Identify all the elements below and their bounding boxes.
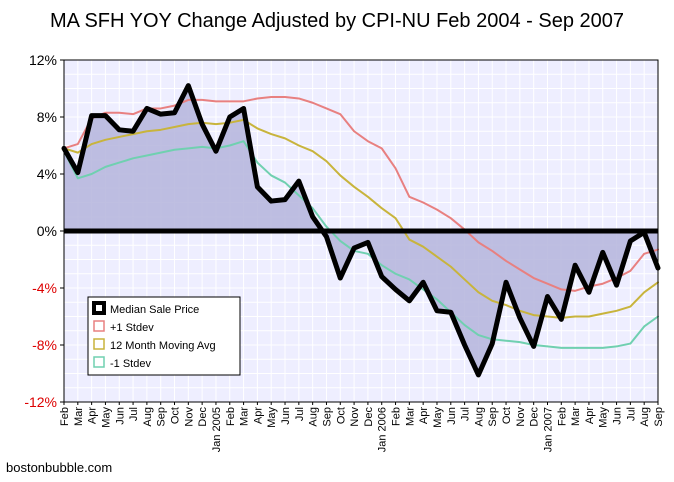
x-tick-label: Dec	[529, 407, 541, 427]
legend-swatch	[93, 338, 105, 350]
x-tick-label: Sep	[653, 407, 665, 427]
x-tick-label: Mar	[73, 407, 85, 426]
x-tick-label: Apr	[252, 407, 264, 424]
x-tick-label: Jan 2005	[211, 407, 223, 452]
y-axis-ticks: 12% 8% 4% 0% -4% -8% -12%	[24, 52, 64, 410]
x-tick-label: Nov	[183, 407, 195, 427]
x-tick-label: May	[266, 407, 278, 428]
x-tick-label: Aug	[639, 407, 651, 427]
y-tick-label: -4%	[32, 280, 57, 296]
x-tick-label: Aug	[473, 407, 485, 427]
legend-label: Median Sale Price	[110, 304, 199, 316]
x-tick-label: Jan 2007	[542, 407, 554, 452]
x-tick-label: Sep	[487, 407, 499, 427]
x-tick-label: Jul	[460, 407, 472, 421]
x-tick-label: Mar	[239, 407, 251, 426]
legend-swatch	[92, 301, 106, 315]
x-tick-label: Sep	[321, 407, 333, 427]
x-axis-ticks: Feb Mar Apr May Jun Jul Aug Sep Oct Nov Dec Jan 200…	[59, 402, 665, 452]
x-tick-label: Mar	[570, 407, 582, 426]
x-tick-label: Jun	[446, 407, 458, 425]
y-tick-label: 8%	[37, 109, 57, 125]
x-tick-label: Jun	[114, 407, 126, 425]
x-tick-label: Apr	[418, 407, 430, 424]
series-line-median-sale-price	[61, 83, 661, 378]
legend-label: +1 Stdev	[110, 322, 154, 334]
x-tick-label: Dec	[363, 407, 375, 427]
x-tick-label: Feb	[225, 407, 237, 426]
series-line-1-stdev	[63, 140, 659, 349]
x-tick-label: Feb	[59, 407, 71, 426]
x-tick-label: Feb	[556, 407, 568, 426]
x-tick-label: Jun	[280, 407, 292, 425]
x-tick-label: Feb	[391, 407, 403, 426]
x-tick-label: Aug	[142, 407, 154, 427]
x-tick-label: Jul	[625, 407, 637, 421]
x-tick-label: Aug	[308, 407, 320, 427]
legend-swatch	[93, 320, 105, 332]
x-tick-label: Apr	[584, 407, 596, 424]
x-tick-label: Mar	[404, 407, 416, 426]
legend: Median Sale Price +1 Stdev 12 Month Moving…	[87, 296, 241, 376]
legend-label: 12 Month Moving Avg	[110, 340, 216, 352]
credit-text: bostonbubble.com	[6, 460, 113, 475]
x-tick-label: Jun	[612, 407, 624, 425]
x-tick-label: Sep	[156, 407, 168, 427]
x-tick-label: Oct	[501, 407, 513, 424]
y-tick-label: 4%	[37, 166, 57, 182]
y-tick-label: 0%	[37, 223, 57, 239]
x-tick-label: Nov	[349, 407, 361, 427]
x-tick-label: May	[432, 407, 444, 428]
legend-box	[87, 296, 241, 376]
x-tick-label: Oct	[170, 407, 182, 424]
chart-title: MA SFH YOY Change Adjusted by CPI-NU Feb…	[49, 10, 625, 32]
y-tick-label: -12%	[24, 394, 57, 410]
x-tick-label: Jul	[294, 407, 306, 421]
legend-label: -1 Stdev	[110, 358, 151, 370]
x-tick-label: Nov	[515, 407, 527, 427]
x-tick-label: May	[598, 407, 610, 428]
series-lines	[61, 83, 661, 378]
x-tick-label: Oct	[335, 407, 347, 424]
x-tick-label: Jan 2006	[377, 407, 389, 452]
x-tick-label: May	[100, 407, 112, 428]
x-tick-label: Jul	[128, 407, 140, 421]
x-tick-label: Dec	[197, 407, 209, 427]
x-tick-label: Apr	[87, 407, 99, 424]
y-tick-label: 12%	[29, 52, 57, 68]
median-area-fill	[64, 85, 658, 375]
series-line-1-stdev	[63, 96, 659, 292]
y-tick-label: -8%	[32, 337, 57, 353]
legend-swatch	[93, 356, 105, 368]
